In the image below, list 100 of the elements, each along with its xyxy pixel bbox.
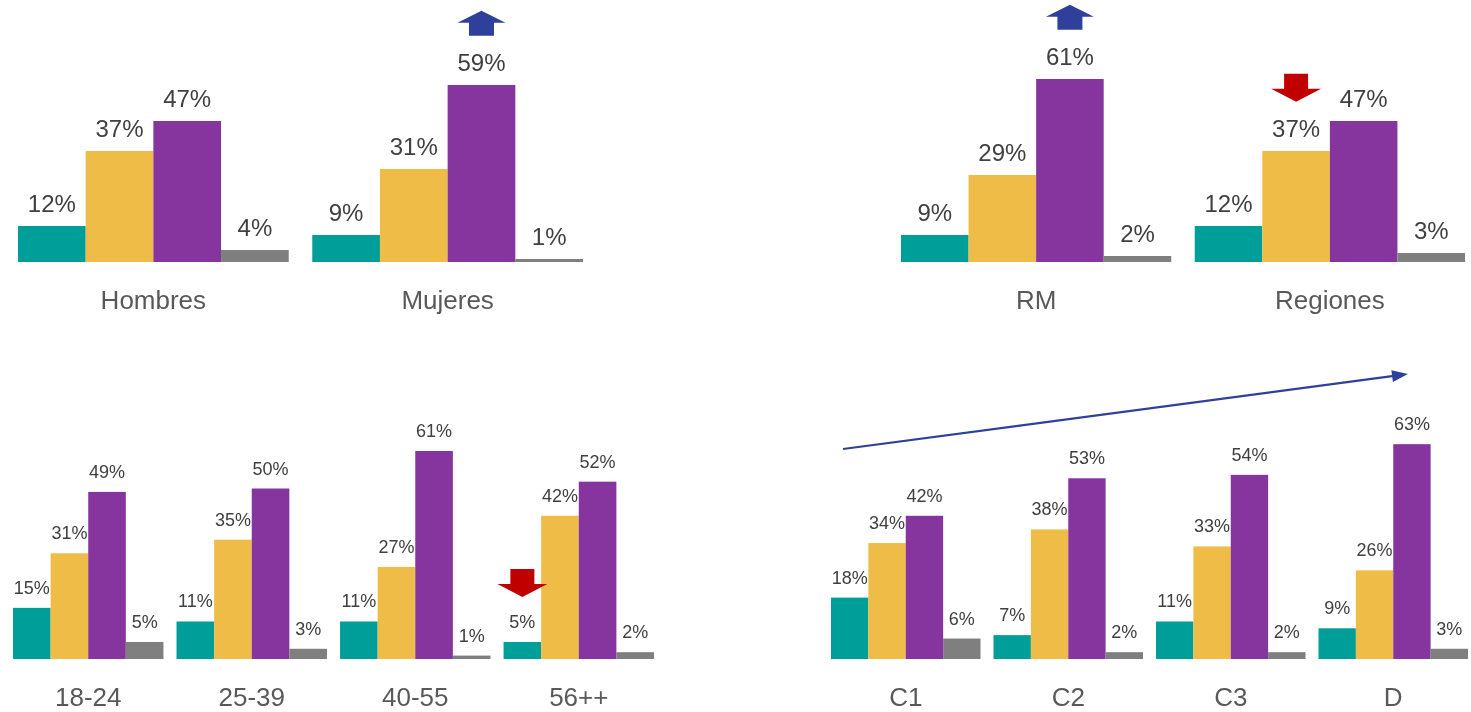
bar: [515, 259, 583, 262]
data-label: 42%: [906, 485, 943, 506]
x-tick-label: 40-55: [382, 682, 449, 712]
bar: [901, 235, 969, 262]
bar: [289, 648, 327, 659]
x-tick-label: RM: [1015, 285, 1057, 315]
data-label: 9%: [328, 199, 364, 226]
bar: [50, 553, 89, 659]
x-tick-label: C1: [889, 682, 923, 712]
data-label: 11%: [1157, 591, 1193, 612]
bar: [1268, 652, 1306, 659]
data-label: 29%: [978, 139, 1027, 166]
x-tick-label: 18-24: [54, 682, 122, 712]
bar: [1156, 621, 1194, 659]
data-label: 35%: [214, 509, 251, 530]
data-label: 3%: [1436, 618, 1463, 639]
x-tick-label: C2: [1051, 682, 1085, 712]
data-label: 50%: [252, 458, 289, 479]
data-label: 7%: [999, 605, 1026, 626]
data-label: 15%: [13, 577, 50, 598]
data-label: 9%: [1324, 598, 1351, 619]
data-label: 11%: [341, 591, 377, 612]
data-label: 12%: [27, 190, 76, 217]
bar: [1030, 529, 1069, 659]
bar: [447, 85, 516, 262]
bar: [1103, 256, 1172, 262]
bar: [214, 539, 252, 659]
data-label: 37%: [95, 115, 144, 142]
bar: [943, 638, 981, 659]
bar: [85, 151, 154, 262]
x-tick-label: D: [1383, 682, 1403, 712]
bar: [415, 450, 453, 659]
data-label: 3%: [1413, 217, 1449, 244]
data-label: 5%: [509, 611, 536, 632]
data-label: 52%: [579, 451, 616, 472]
data-label: 27%: [378, 536, 415, 557]
data-label: 33%: [1194, 516, 1231, 537]
data-label: 47%: [163, 85, 212, 112]
data-label: 47%: [1339, 85, 1388, 112]
bar: [503, 641, 542, 659]
x-tick-label: 56++: [549, 682, 609, 712]
bar: [1068, 478, 1106, 659]
data-label: 63%: [1393, 414, 1430, 435]
data-label: 42%: [541, 485, 578, 506]
x-tick-label: Regiones: [1274, 285, 1385, 315]
data-label: 53%: [1068, 448, 1105, 469]
data-label: 37%: [1272, 115, 1321, 142]
bar: [831, 597, 869, 659]
data-label: 54%: [1231, 444, 1268, 465]
bar: [377, 566, 416, 659]
bar: [13, 607, 51, 659]
bar: [541, 515, 579, 659]
bar: [968, 175, 1037, 262]
data-label: 9%: [917, 199, 953, 226]
data-label: 2%: [1111, 622, 1138, 643]
bar: [1318, 628, 1356, 659]
bar: [153, 121, 222, 262]
x-tick-label: Hombres: [100, 285, 207, 315]
x-tick-label: Mujeres: [401, 285, 494, 315]
bar: [1393, 444, 1431, 659]
data-label: 6%: [948, 608, 975, 629]
bar: [1397, 253, 1465, 262]
bar: [18, 226, 86, 262]
data-label: 31%: [51, 523, 88, 544]
data-label: 3%: [295, 618, 322, 639]
bar: [993, 635, 1031, 659]
data-label: 11%: [177, 591, 213, 612]
bar: [1194, 226, 1263, 262]
bar: [125, 641, 164, 659]
bar: [578, 481, 617, 659]
x-tick-label: C3: [1214, 682, 1248, 712]
bar: [1430, 648, 1468, 659]
bar: [1355, 570, 1394, 659]
x-tick-label: 25-39: [218, 682, 285, 712]
bar: [379, 169, 448, 262]
data-label: 31%: [389, 133, 438, 160]
bar: [312, 235, 380, 262]
bar: [1329, 121, 1398, 262]
bar: [1262, 151, 1330, 262]
bar: [868, 543, 906, 659]
data-label: 61%: [1045, 43, 1094, 70]
data-label: 1%: [531, 223, 567, 250]
bar: [1193, 546, 1231, 659]
data-label: 1%: [458, 625, 485, 646]
data-label: 26%: [1356, 540, 1393, 561]
bar: [1105, 652, 1143, 659]
data-label: 2%: [622, 622, 649, 643]
bar: [340, 621, 378, 659]
data-label: 2%: [1120, 220, 1155, 247]
bar: [221, 250, 289, 262]
bar: [251, 488, 290, 659]
data-label: 38%: [1031, 499, 1068, 520]
bar: [88, 491, 126, 659]
data-label: 12%: [1204, 190, 1253, 217]
bar: [616, 652, 654, 659]
data-label: 4%: [237, 214, 273, 241]
data-label: 59%: [457, 49, 506, 76]
data-label: 61%: [416, 420, 453, 441]
data-label: 18%: [831, 567, 868, 588]
data-label: 49%: [89, 461, 126, 482]
